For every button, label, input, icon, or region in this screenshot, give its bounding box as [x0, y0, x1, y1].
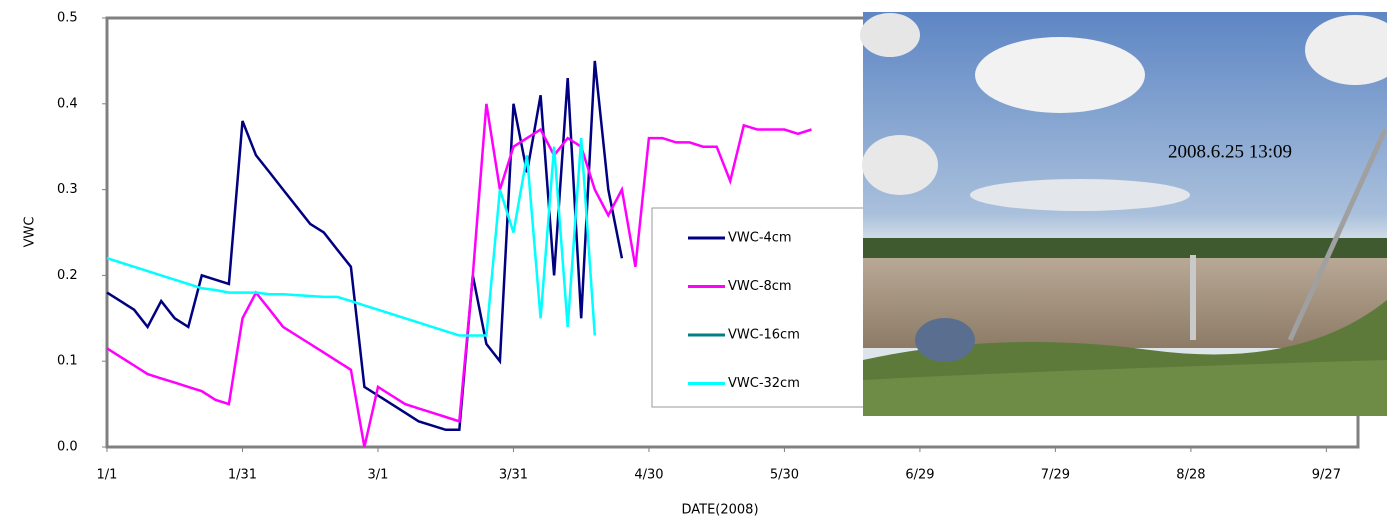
legend-label: VWC-8cm [728, 279, 792, 294]
tree-line [863, 238, 1387, 260]
y-tick-label: 0.5 [57, 11, 78, 26]
cloud [970, 179, 1190, 211]
x-tick-label: 3/31 [499, 468, 528, 483]
x-tick-label: 7/29 [1041, 468, 1070, 483]
x-tick-label: 9/27 [1312, 468, 1341, 483]
x-tick-label: 1/31 [228, 468, 257, 483]
cloud [975, 37, 1145, 113]
axes: 0.0 0.1 0.2 0.3 0.4 0.5 1/1 1/31 3/1 3/31 4/30 5/30… [57, 11, 1341, 483]
x-tick-label: 1/1 [97, 468, 118, 483]
y-tick-label: 0.4 [57, 96, 78, 111]
cloud [860, 13, 920, 57]
series-line [106, 103, 812, 448]
pole [1287, 128, 1387, 342]
photo-timestamp: 2008.6.25 13:09 [1168, 141, 1292, 162]
y-tick-label: 0.2 [57, 268, 78, 283]
grass [863, 360, 1387, 416]
x-tick-label: 8/28 [1176, 468, 1205, 483]
series-line [106, 138, 597, 337]
y-tick-label: 0.0 [57, 440, 78, 455]
cloud [1305, 15, 1387, 85]
legend-label: VWC-32cm [728, 376, 800, 391]
x-axis-title: DATE(2008) [681, 503, 758, 518]
photo: 2008.6.25 13:09 [860, 12, 1387, 416]
x-tick-label: 6/29 [905, 468, 934, 483]
x-tick-label: 4/30 [634, 468, 663, 483]
legend-label: VWC-4cm [728, 231, 792, 246]
series-line [106, 60, 624, 432]
x-tick-label: 5/30 [770, 468, 799, 483]
legend-entries: VWC-4cm VWC-8cm VWC-16cm VWC-32cm [688, 231, 800, 391]
series-lines [106, 60, 812, 448]
x-tick-label: 3/1 [368, 468, 389, 483]
legend [651, 207, 866, 408]
y-tick-label: 0.3 [57, 182, 78, 197]
y-tick-label: 0.1 [57, 354, 78, 369]
farmer [915, 318, 975, 362]
cloud [862, 135, 938, 195]
legend-label: VWC-16cm [728, 328, 800, 343]
y-axis-title: VWC [23, 217, 38, 248]
